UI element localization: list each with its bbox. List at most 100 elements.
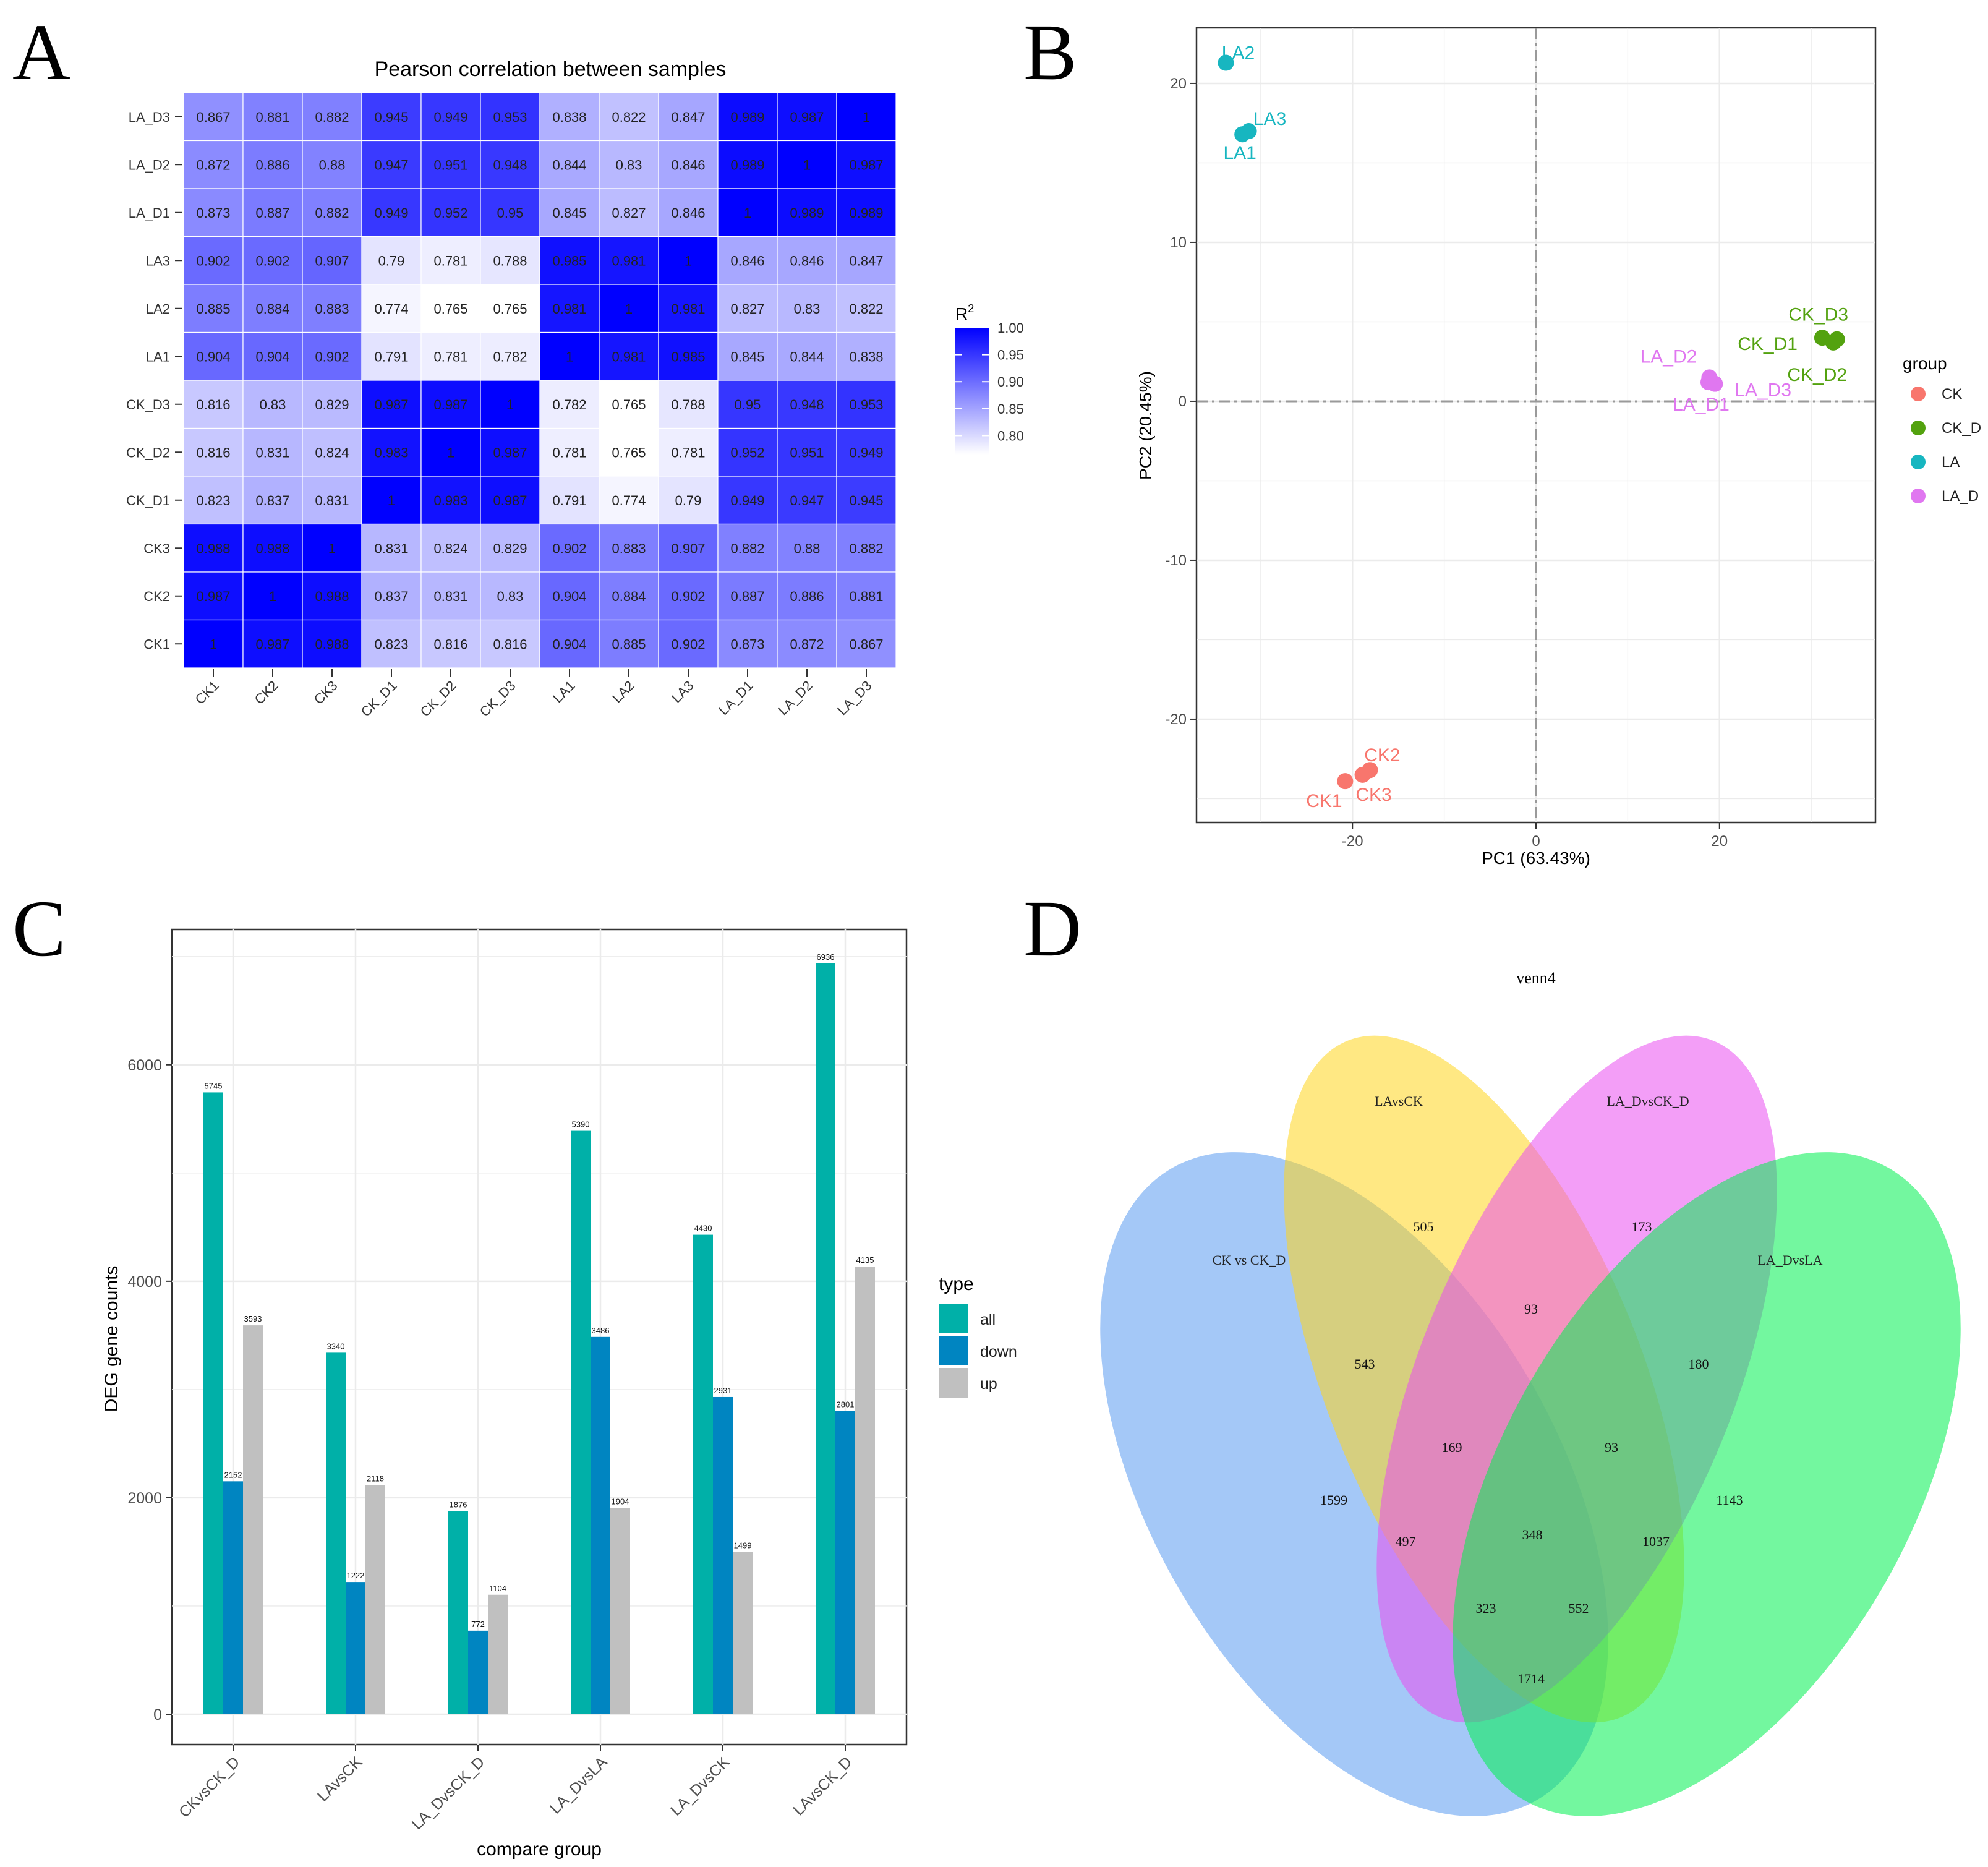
- heatmap-row-label: LA_D3: [129, 109, 170, 125]
- heatmap-cell: [717, 140, 778, 189]
- bar-value-label: 3593: [244, 1314, 262, 1323]
- heatmap-cell-value: 1: [744, 205, 751, 221]
- heatmap-cell-value: 1: [269, 589, 276, 604]
- heatmap-cell-value: 0.831: [433, 589, 467, 604]
- pca-point-label: CK_D2: [1787, 365, 1847, 385]
- heatmap-cell-value: 0.816: [196, 397, 230, 412]
- bar-all: [816, 963, 835, 1714]
- venn-region-count: 1599: [1320, 1492, 1347, 1508]
- heatmap-column-label: LA1: [550, 678, 578, 706]
- heatmap-cell-value: 0.873: [730, 636, 764, 652]
- heatmap-cell: [420, 427, 481, 477]
- heatmap-cell: [599, 427, 659, 477]
- bar-value-label: 4430: [694, 1224, 712, 1233]
- heatmap-column-label: CK3: [311, 678, 341, 707]
- heatmap-cell: [183, 188, 244, 237]
- heatmap-cell-value: 0.88: [319, 157, 346, 173]
- heatmap-cell-value: 0.988: [315, 589, 349, 604]
- heatmap-cell: [717, 236, 778, 285]
- bar-up: [610, 1508, 630, 1714]
- pca-y-tick-label: -20: [1165, 711, 1187, 728]
- heatmap-cell: [242, 380, 303, 429]
- pca-legend: CK CK_D LA LA_D: [1911, 386, 1981, 505]
- heatmap-cell-value: 0.987: [255, 636, 289, 652]
- heatmap-cell: [836, 571, 897, 621]
- venn-region-count: 1037: [1642, 1534, 1670, 1549]
- bar-legend-label: down: [980, 1343, 1017, 1361]
- heatmap-row-labels: LA_D3 LA_D2 LA_D1 LA3 LA2 LA1 CK_D3 CK_D2 CK_D1 C…: [126, 109, 182, 652]
- venn-region-count: 93: [1524, 1301, 1538, 1317]
- heatmap-cell-value: 0.949: [849, 445, 883, 460]
- heatmap-cell: [302, 92, 362, 142]
- heatmap-cell: [361, 188, 422, 237]
- bar-value-label: 1904: [612, 1497, 629, 1506]
- heatmap-cell: [658, 380, 719, 429]
- heatmap-cell-value: 0.902: [671, 636, 705, 652]
- heatmap-cell: [599, 331, 659, 381]
- venn-ellipse-4: [1453, 1152, 1961, 1816]
- heatmap-cell-value: 1: [447, 445, 454, 460]
- heatmap-cell: [599, 92, 659, 142]
- pca-x-tick-label: -20: [1342, 833, 1363, 850]
- heatmap-cell-value: 0.816: [433, 636, 467, 652]
- pca-point-ck-d: [1825, 334, 1841, 351]
- heatmap-cell: [777, 236, 837, 285]
- heatmap-cells: 0.867 0.881 0.882 0.945 0.949 0.953 0.838 0.822…: [183, 92, 897, 669]
- heatmap-cell: [599, 523, 659, 573]
- legend-tick-label: 0.85: [997, 401, 1024, 417]
- pca-y-tick-label: -10: [1165, 552, 1187, 569]
- heatmap-cell: [361, 523, 422, 573]
- heatmap-cell: [658, 571, 719, 621]
- heatmap-cell: [361, 427, 422, 477]
- heatmap-cell-value: 0.83: [497, 589, 524, 604]
- heatmap-row-label: CK_D3: [126, 397, 170, 412]
- panel-a-heatmap: Pearson correlation between samples 0.86…: [126, 58, 1024, 720]
- heatmap-cell-value: 1: [388, 493, 395, 508]
- heatmap-cell-value: 0.987: [493, 493, 527, 508]
- heatmap-cell-value: 0.987: [493, 445, 527, 460]
- heatmap-cell-value: 0.791: [374, 349, 408, 364]
- bar-x-tick-label: LAvsCK: [314, 1753, 366, 1805]
- heatmap-cell: [302, 571, 362, 621]
- heatmap-cell: [183, 284, 244, 333]
- bar-y-axis-label: DEG gene counts: [101, 1266, 122, 1412]
- heatmap-cell: [539, 236, 600, 285]
- heatmap-row-label: LA_D1: [129, 205, 170, 221]
- heatmap-cell: [302, 476, 362, 525]
- heatmap-cell-value: 0.902: [196, 253, 230, 268]
- heatmap-cell-value: 0.765: [433, 301, 467, 317]
- pca-point-label: LA1: [1223, 143, 1256, 163]
- venn-region-count: 93: [1605, 1440, 1618, 1455]
- bar-down: [591, 1336, 610, 1714]
- heatmap-cell: [836, 140, 897, 189]
- heatmap-cell-value: 0.951: [433, 157, 467, 173]
- heatmap-cell-value: 0.989: [849, 205, 883, 221]
- legend-colorbar: [955, 328, 989, 455]
- heatmap-cell-value: 0.887: [255, 205, 289, 221]
- venn-region-count: 323: [1476, 1600, 1496, 1616]
- heatmap-cell: [480, 92, 540, 142]
- bar-value-label: 1876: [450, 1500, 467, 1510]
- heatmap-cell: [777, 476, 837, 525]
- heatmap-row-label: CK3: [143, 540, 170, 556]
- heatmap-column-label: CK_D1: [358, 678, 400, 720]
- bar-value-label: 5745: [205, 1081, 223, 1090]
- heatmap-cell: [302, 427, 362, 477]
- bar-down: [713, 1396, 733, 1714]
- heatmap-cell: [480, 284, 540, 333]
- bar-value-label: 2118: [367, 1474, 384, 1483]
- heatmap-cell: [480, 140, 540, 189]
- heatmap-cell-value: 0.985: [552, 253, 586, 268]
- venn-region-count: 1714: [1517, 1671, 1545, 1686]
- pca-point-label: CK_D3: [1788, 305, 1848, 325]
- bar-value-label: 772: [471, 1620, 485, 1629]
- bar-legend-label: up: [980, 1375, 997, 1393]
- venn-set-label: LAvsCK: [1375, 1093, 1423, 1109]
- heatmap-cell: [777, 523, 837, 573]
- heatmap-cell: [717, 427, 778, 477]
- heatmap-cell-value: 0.827: [612, 205, 646, 221]
- pca-point-ck: [1337, 773, 1354, 790]
- heatmap-cell-value: 0.846: [671, 157, 705, 173]
- heatmap-row-label: LA3: [146, 253, 170, 268]
